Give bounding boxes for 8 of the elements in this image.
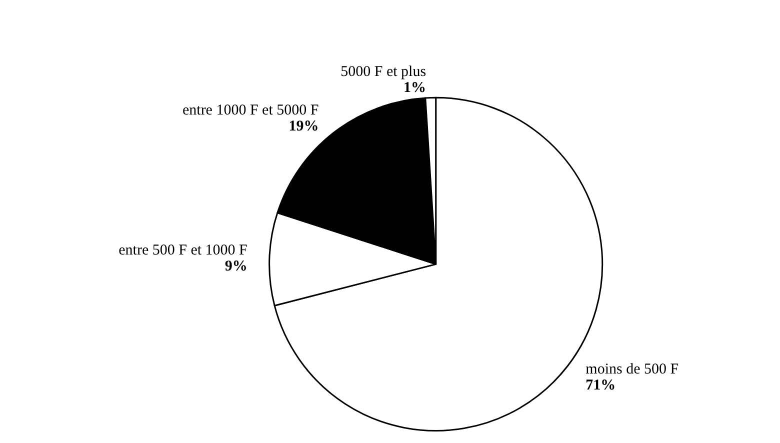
data-label: 19% (288, 118, 319, 134)
slice-label: entre 500 F et 1000 F (118, 242, 248, 258)
slice-label: moins de 500 F (586, 361, 679, 378)
slice-label: entre 1000 F et 5000 F (182, 102, 319, 118)
data-label: 1% (404, 80, 426, 96)
data-label: 71% (586, 377, 616, 394)
data-label: 9% (224, 258, 248, 274)
slice-label: 5000 F et plus (340, 64, 426, 80)
